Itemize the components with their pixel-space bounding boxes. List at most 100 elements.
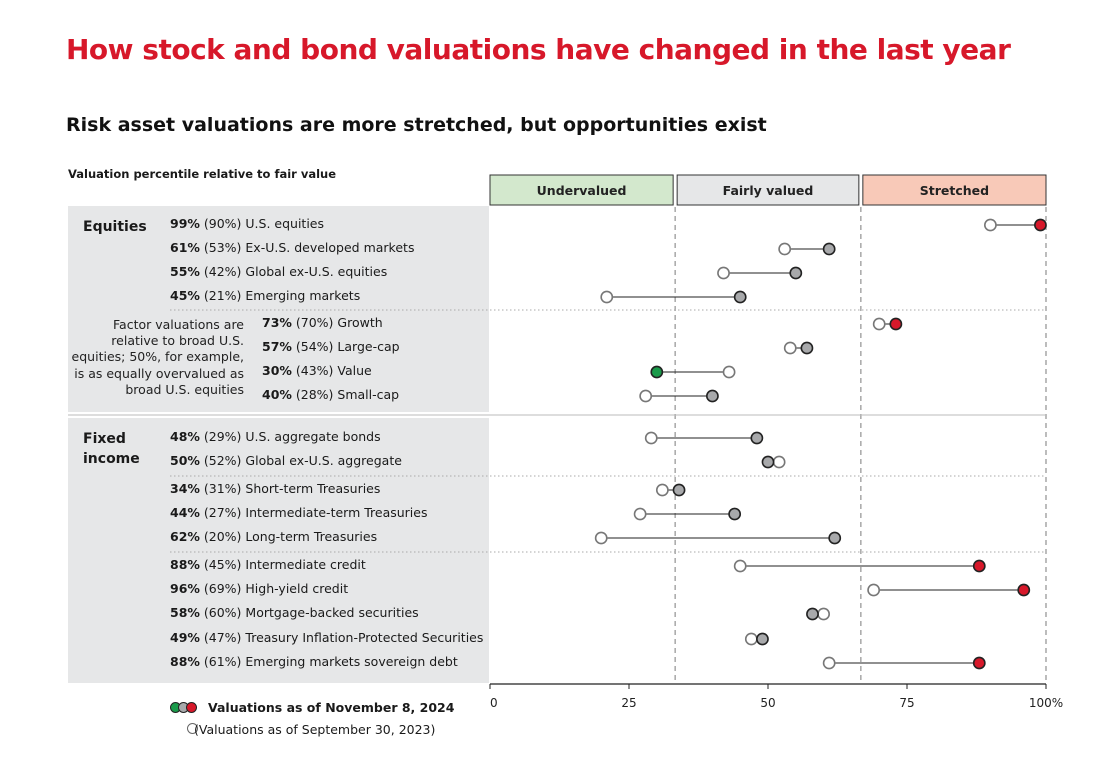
row-previous-value: (61%) (199, 654, 246, 669)
row-current-value: 88% (170, 654, 200, 669)
current-point (828, 531, 842, 545)
row-previous-value: (54%) (291, 339, 338, 354)
row-current-value: 49% (170, 630, 200, 645)
row-label: 99% (90%) U.S. equities (170, 216, 324, 232)
group-label-fixed-income: Fixed income (83, 429, 140, 469)
row-name: Global ex-U.S. aggregate (245, 453, 402, 468)
row-previous-value: (20%) (199, 529, 246, 544)
previous-point (722, 365, 736, 379)
row-current-value: 99% (170, 216, 200, 231)
row-label: 57% (54%) Large-cap (262, 339, 400, 355)
row-label: 96% (69%) High-yield credit (170, 581, 348, 597)
previous-point (639, 389, 653, 403)
row-label: 44% (27%) Intermediate-term Treasuries (170, 505, 428, 521)
row-label: 34% (31%) Short-term Treasuries (170, 481, 380, 497)
row-previous-value: (31%) (199, 481, 246, 496)
legend-previous-label: (Valuations as of September 30, 2023) (194, 722, 436, 737)
row-previous-value: (29%) (199, 429, 246, 444)
row-label: 73% (70%) Growth (262, 315, 383, 331)
current-point (972, 559, 986, 573)
row-previous-value: (45%) (199, 557, 246, 572)
row-current-value: 96% (170, 581, 200, 596)
row-name: Treasury Inflation-Protected Securities (245, 630, 484, 645)
row-previous-value: (43%) (291, 363, 338, 378)
row-label: 30% (43%) Value (262, 363, 372, 379)
group-label-fixed-income-line1: Fixed (83, 431, 126, 447)
zone-header-fairly-valued (676, 174, 860, 206)
previous-point (655, 483, 669, 497)
row-current-value: 62% (170, 529, 200, 544)
factor-note: Factor valuations are relative to broad … (70, 317, 244, 398)
zone-label: Fairly valued (723, 183, 814, 198)
previous-point (600, 290, 614, 304)
row-name: Mortgage-backed securities (245, 605, 419, 620)
row-name: Value (337, 363, 372, 378)
chart-subtitle: Risk asset valuations are more stretched… (66, 114, 767, 136)
equities-panel (68, 206, 489, 412)
current-point (733, 290, 747, 304)
row-name: High-yield credit (245, 581, 349, 596)
current-point (650, 365, 664, 379)
previous-point (778, 242, 792, 256)
row-label: 55% (42%) Global ex-U.S. equities (170, 264, 387, 280)
row-previous-value: (47%) (199, 630, 246, 645)
row-label: 50% (52%) Global ex-U.S. aggregate (170, 453, 402, 469)
factor-note-line: relative to broad U.S. (111, 333, 244, 349)
x-tick-label: 100% (1029, 696, 1063, 710)
row-name: Emerging markets (245, 288, 361, 303)
factor-note-line: is as equally overvalued as (74, 365, 244, 381)
current-point (789, 266, 803, 280)
current-point (672, 483, 686, 497)
row-name: Short-term Treasuries (245, 481, 381, 496)
current-point (822, 242, 836, 256)
row-label: 48% (29%) U.S. aggregate bonds (170, 429, 381, 445)
previous-point (872, 317, 886, 331)
row-current-value: 50% (170, 453, 200, 468)
previous-point (867, 583, 881, 597)
factor-note-line: equities; 50%, for example, (71, 349, 244, 365)
current-point (728, 507, 742, 521)
row-previous-value: (52%) (199, 453, 246, 468)
row-previous-value: (70%) (291, 315, 338, 330)
previous-point (783, 341, 797, 355)
legend-current: Valuations as of November 8, 2024 (170, 700, 454, 715)
row-previous-value: (53%) (199, 240, 246, 255)
current-point (750, 431, 764, 445)
row-previous-value: (28%) (291, 387, 338, 402)
row-label: 40% (28%) Small-cap (262, 387, 399, 403)
row-label: 88% (61%) Emerging markets sovereign deb… (170, 654, 458, 670)
row-label: 58% (60%) Mortgage-backed securities (170, 605, 419, 621)
fixed-income-panel (68, 418, 489, 683)
page-title: How stock and bond valuations have chang… (66, 33, 1011, 66)
group-label-equities: Equities (83, 219, 147, 235)
legend-previous: (Valuations as of September 30, 2023) (170, 722, 435, 737)
legend-current-label: Valuations as of November 8, 2024 (208, 700, 455, 715)
row-name: Ex-U.S. developed markets (245, 240, 415, 255)
row-label: 61% (53%) Ex-U.S. developed markets (170, 240, 414, 256)
legend-current-dots-icon (170, 701, 200, 714)
row-name: Emerging markets sovereign debt (245, 654, 458, 669)
row-current-value: 40% (262, 387, 292, 402)
row-current-value: 48% (170, 429, 200, 444)
previous-point (744, 632, 758, 646)
previous-point (733, 559, 747, 573)
row-current-value: 73% (262, 315, 292, 330)
row-previous-value: (27%) (199, 505, 246, 520)
zone-label: Stretched (920, 183, 989, 198)
previous-point (644, 431, 658, 445)
row-current-value: 30% (262, 363, 292, 378)
current-point (800, 341, 814, 355)
previous-point (633, 507, 647, 521)
row-previous-value: (69%) (199, 581, 246, 596)
current-point (806, 607, 819, 621)
row-name: Intermediate-term Treasuries (245, 505, 428, 520)
group-label-fixed-income-line2: income (83, 451, 140, 467)
previous-point (822, 656, 836, 670)
factor-note-line: Factor valuations are (113, 317, 244, 332)
current-point (756, 632, 769, 646)
current-point (972, 656, 986, 670)
previous-point (594, 531, 608, 545)
current-point (706, 389, 719, 403)
x-tick-label: 50 (760, 696, 775, 710)
